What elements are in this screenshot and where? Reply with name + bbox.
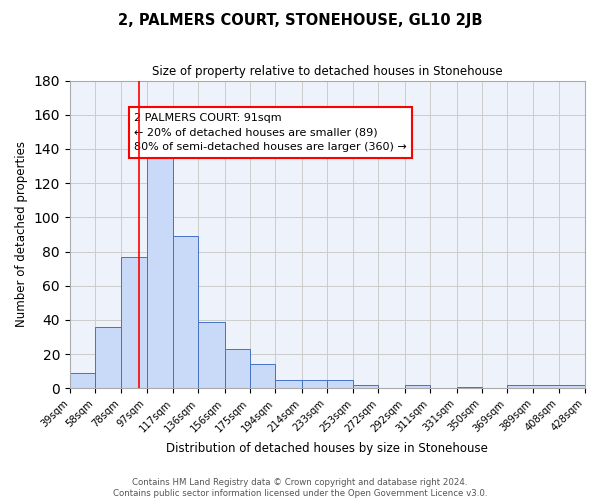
Bar <box>95 327 121 388</box>
Bar <box>507 385 585 388</box>
Bar <box>275 380 302 388</box>
X-axis label: Distribution of detached houses by size in Stonehouse: Distribution of detached houses by size … <box>166 442 488 455</box>
Bar <box>457 386 482 388</box>
Text: Contains HM Land Registry data © Crown copyright and database right 2024.
Contai: Contains HM Land Registry data © Crown c… <box>113 478 487 498</box>
Bar <box>70 373 95 388</box>
Bar <box>250 364 275 388</box>
Bar <box>121 256 146 388</box>
Text: 2, PALMERS COURT, STONEHOUSE, GL10 2JB: 2, PALMERS COURT, STONEHOUSE, GL10 2JB <box>118 12 482 28</box>
Bar <box>225 349 250 389</box>
Bar <box>405 385 430 388</box>
Title: Size of property relative to detached houses in Stonehouse: Size of property relative to detached ho… <box>152 65 503 78</box>
Bar <box>353 385 379 388</box>
Bar <box>146 140 173 388</box>
Bar <box>327 380 353 388</box>
Y-axis label: Number of detached properties: Number of detached properties <box>15 142 28 328</box>
Bar <box>198 322 225 388</box>
Bar <box>173 236 198 388</box>
Text: 2 PALMERS COURT: 91sqm
← 20% of detached houses are smaller (89)
80% of semi-det: 2 PALMERS COURT: 91sqm ← 20% of detached… <box>134 113 407 152</box>
Bar <box>302 380 327 388</box>
